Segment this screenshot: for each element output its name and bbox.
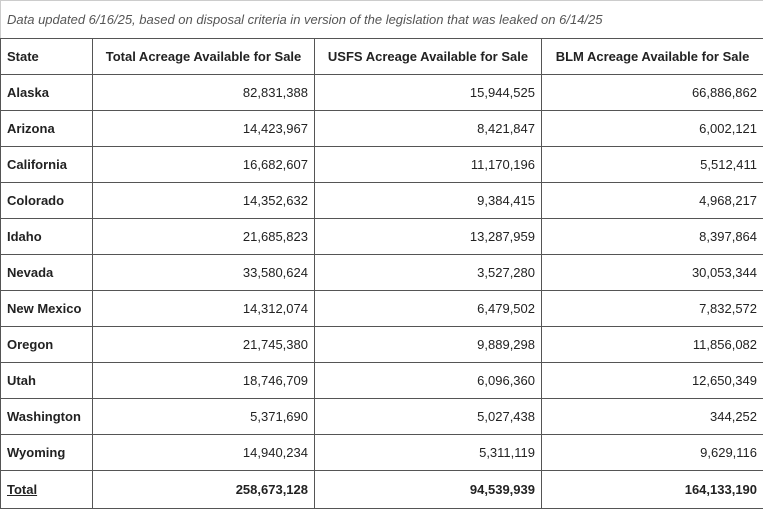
data-row: Nevada 33,580,624 3,527,280 30,053,344	[0, 254, 763, 291]
value-cell: 21,685,823	[92, 218, 315, 255]
state-cell: Alaska	[0, 74, 93, 111]
header-cell: State	[0, 38, 93, 75]
total-value: 94,539,939	[314, 470, 542, 509]
value-cell: 12,650,349	[540, 362, 763, 399]
data-row: Alaska 82,831,388 15,944,525 66,886,862	[0, 74, 763, 111]
value-cell: 8,421,847	[314, 110, 542, 147]
value-cell: 344,252	[540, 398, 763, 435]
value-cell: 66,886,862	[540, 74, 763, 111]
total-value: 164,133,190	[540, 470, 763, 509]
value-cell: 9,889,298	[314, 326, 542, 363]
data-row: California 16,682,607 11,170,196 5,512,411	[0, 146, 763, 183]
value-cell: 5,311,119	[314, 434, 542, 471]
acreage-table: Data updated 6/16/25, based on disposal …	[0, 0, 763, 509]
value-cell: 6,002,121	[540, 110, 763, 147]
state-cell: California	[0, 146, 93, 183]
total-row: Total 258,673,128 94,539,939 164,133,190	[0, 470, 763, 509]
data-row: Utah 18,746,709 6,096,360 12,650,349	[0, 362, 763, 399]
data-row: New Mexico 14,312,074 6,479,502 7,832,572	[0, 290, 763, 327]
header-cell: Total Acreage Available for Sale	[92, 38, 315, 75]
value-cell: 14,352,632	[92, 182, 315, 219]
value-cell: 4,968,217	[540, 182, 763, 219]
value-cell: 6,479,502	[314, 290, 542, 327]
state-cell: Idaho	[0, 218, 93, 255]
value-cell: 9,629,116	[540, 434, 763, 471]
value-cell: 18,746,709	[92, 362, 315, 399]
value-cell: 9,384,415	[314, 182, 542, 219]
state-cell: Oregon	[0, 326, 93, 363]
data-row: Washington 5,371,690 5,027,438 344,252	[0, 398, 763, 435]
value-cell: 14,312,074	[92, 290, 315, 327]
caption: Data updated 6/16/25, based on disposal …	[0, 0, 763, 39]
value-cell: 5,512,411	[540, 146, 763, 183]
value-cell: 3,527,280	[314, 254, 542, 291]
data-row: Colorado 14,352,632 9,384,415 4,968,217	[0, 182, 763, 219]
total-value: 258,673,128	[92, 470, 315, 509]
data-row: Idaho 21,685,823 13,287,959 8,397,864	[0, 218, 763, 255]
data-row: Oregon 21,745,380 9,889,298 11,856,082	[0, 326, 763, 363]
header-cell: USFS Acreage Available for Sale	[314, 38, 542, 75]
state-cell: Colorado	[0, 182, 93, 219]
header-cell: BLM Acreage Available for Sale	[540, 38, 763, 75]
value-cell: 14,423,967	[92, 110, 315, 147]
total-label: Total	[0, 470, 93, 509]
header-row: State Total Acreage Available for Sale USF…	[0, 38, 763, 75]
value-cell: 5,027,438	[314, 398, 542, 435]
state-cell: Wyoming	[0, 434, 93, 471]
value-cell: 11,170,196	[314, 146, 542, 183]
data-row: Arizona 14,423,967 8,421,847 6,002,121	[0, 110, 763, 147]
value-cell: 6,096,360	[314, 362, 542, 399]
caption-row: Data updated 6/16/25, based on disposal …	[0, 0, 763, 39]
value-cell: 7,832,572	[540, 290, 763, 327]
value-cell: 16,682,607	[92, 146, 315, 183]
value-cell: 15,944,525	[314, 74, 542, 111]
value-cell: 5,371,690	[92, 398, 315, 435]
value-cell: 82,831,388	[92, 74, 315, 111]
data-row: Wyoming 14,940,234 5,311,119 9,629,116	[0, 434, 763, 471]
value-cell: 13,287,959	[314, 218, 542, 255]
value-cell: 33,580,624	[92, 254, 315, 291]
value-cell: 30,053,344	[540, 254, 763, 291]
state-cell: Arizona	[0, 110, 93, 147]
state-cell: New Mexico	[0, 290, 93, 327]
state-cell: Washington	[0, 398, 93, 435]
value-cell: 8,397,864	[540, 218, 763, 255]
value-cell: 14,940,234	[92, 434, 315, 471]
value-cell: 11,856,082	[540, 326, 763, 363]
value-cell: 21,745,380	[92, 326, 315, 363]
state-cell: Utah	[0, 362, 93, 399]
state-cell: Nevada	[0, 254, 93, 291]
